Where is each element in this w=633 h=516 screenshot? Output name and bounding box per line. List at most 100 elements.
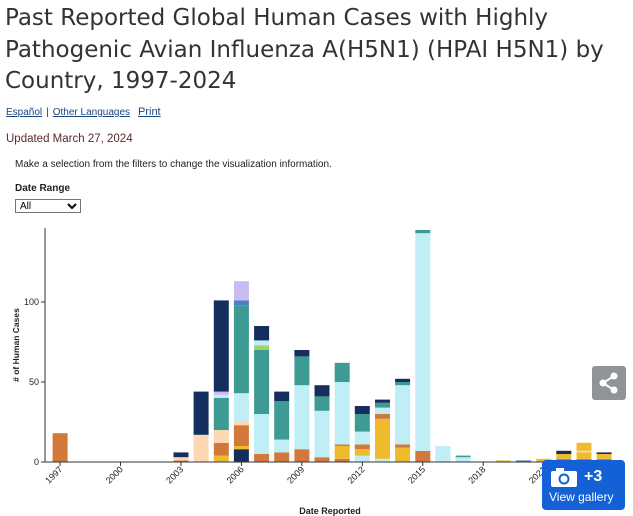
- bar-segment-2016-0[interactable]: [435, 446, 451, 462]
- bar-segment-2014-4[interactable]: [395, 378, 411, 382]
- bar-segment-2008-0[interactable]: [274, 452, 290, 462]
- x-tick-label-2015: 2015: [406, 464, 427, 485]
- x-axis-label: Date Reported: [299, 506, 361, 516]
- bar-segment-2023-2[interactable]: [576, 450, 592, 453]
- bar-segment-2003-0[interactable]: [173, 460, 189, 462]
- bar-segment-2010-0[interactable]: [314, 457, 330, 462]
- bar-segment-2010-3[interactable]: [314, 385, 330, 397]
- page-title: Past Reported Global Human Cases with Hi…: [5, 5, 604, 94]
- bar-segment-2023-1[interactable]: [576, 452, 592, 459]
- view-gallery-button[interactable]: +3 View gallery: [542, 460, 625, 510]
- bar-segment-2003-2[interactable]: [173, 452, 189, 458]
- bar-segment-2006-1[interactable]: [233, 446, 249, 450]
- bar-segment-2012-0[interactable]: [354, 455, 370, 462]
- print-link[interactable]: Print: [138, 106, 161, 118]
- bar-segment-2008-1[interactable]: [274, 439, 290, 453]
- bar-segment-2011-2[interactable]: [334, 444, 350, 446]
- bar-segment-2006-5[interactable]: [233, 305, 249, 394]
- bar-segment-2015-0[interactable]: [415, 450, 431, 462]
- bar-segment-2011-4[interactable]: [334, 362, 350, 382]
- x-tick-label-2009: 2009: [285, 464, 306, 485]
- bar-segment-2017-0[interactable]: [455, 457, 471, 462]
- bar-segment-2012-2[interactable]: [354, 444, 370, 450]
- bar-segment-2024-2[interactable]: [596, 452, 612, 454]
- bar-segment-2012-3[interactable]: [354, 431, 370, 445]
- bar-segment-2012-1[interactable]: [354, 449, 370, 456]
- bar-segment-2009-0[interactable]: [294, 449, 310, 462]
- bar-segment-2022-1[interactable]: [556, 454, 572, 459]
- bar-segment-2024-1[interactable]: [596, 454, 612, 459]
- bar-segment-2011-0[interactable]: [334, 458, 350, 462]
- bar-segment-2007-3[interactable]: [254, 345, 270, 350]
- bar-segment-2023-3[interactable]: [576, 442, 592, 451]
- camera-icon: [551, 468, 577, 487]
- bar-segment-2013-3[interactable]: [375, 407, 390, 414]
- bar-segment-2013-2[interactable]: [375, 414, 390, 419]
- bar-segment-2017-1[interactable]: [455, 455, 471, 458]
- x-tick-label-2012: 2012: [346, 464, 367, 485]
- bar-segment-2008-2[interactable]: [274, 401, 290, 440]
- bar-segment-2006-4[interactable]: [233, 393, 249, 422]
- gallery-count: +3: [584, 468, 603, 485]
- bar-segment-2020-0[interactable]: [516, 460, 531, 462]
- bar-segment-2006-6[interactable]: [233, 300, 249, 306]
- bar-segment-2005-0[interactable]: [213, 455, 229, 462]
- other-languages-link[interactable]: Other Languages: [52, 107, 131, 118]
- share-icon: [599, 372, 618, 394]
- updated-date: Updated March 27, 2024: [6, 133, 133, 145]
- x-tick-label-2003: 2003: [164, 464, 185, 485]
- bar-segment-2009-2[interactable]: [294, 356, 310, 386]
- bars-layer: [52, 230, 612, 462]
- bar-segment-2010-2[interactable]: [314, 396, 330, 411]
- bar-segment-2014-0[interactable]: [395, 447, 411, 462]
- bar-segment-2019-0[interactable]: [495, 460, 511, 462]
- bar-segment-2008-3[interactable]: [274, 391, 290, 402]
- bar-segment-2004-1[interactable]: [193, 391, 209, 435]
- bar-segment-2012-5[interactable]: [354, 406, 370, 414]
- bar-segment-2014-3[interactable]: [395, 382, 411, 386]
- bar-segment-2005-5[interactable]: [213, 391, 229, 395]
- x-tick-label-2000: 2000: [104, 464, 125, 485]
- bar-segment-2009-3[interactable]: [294, 350, 310, 357]
- bar-segment-2004-0[interactable]: [193, 434, 209, 462]
- bar-segment-2013-5[interactable]: [375, 399, 390, 403]
- bar-segment-2011-3[interactable]: [334, 382, 350, 445]
- bar-segment-2006-0[interactable]: [233, 449, 249, 462]
- bar-segment-2015-1[interactable]: [415, 233, 431, 451]
- spanish-link[interactable]: Español: [6, 107, 43, 118]
- bar-segment-2022-2[interactable]: [556, 450, 572, 454]
- bar-segment-2007-1[interactable]: [254, 414, 270, 454]
- date-range-label: Date Range: [15, 183, 71, 194]
- bar-segment-2005-4[interactable]: [213, 394, 229, 398]
- bar-segment-2011-1[interactable]: [334, 446, 350, 459]
- bar-segment-2015-2[interactable]: [415, 230, 431, 234]
- y-tick-label-0: 0: [34, 457, 39, 467]
- bar-segment-2006-3[interactable]: [233, 422, 249, 426]
- bar-segment-2014-1[interactable]: [395, 444, 411, 448]
- bar-segment-2005-3[interactable]: [213, 398, 229, 430]
- bar-segment-2009-1[interactable]: [294, 385, 310, 450]
- language-separator: |: [46, 107, 49, 118]
- bar-segment-2013-4[interactable]: [375, 402, 390, 408]
- bar-segment-2010-1[interactable]: [314, 410, 330, 458]
- bar-segment-2007-2[interactable]: [254, 350, 270, 414]
- bar-segment-2012-4[interactable]: [354, 414, 370, 432]
- bar-segment-2007-5[interactable]: [254, 326, 270, 341]
- x-tick-label-1997: 1997: [43, 464, 64, 485]
- bar-segment-2005-1[interactable]: [213, 442, 229, 456]
- bar-segment-2006-7[interactable]: [233, 281, 249, 301]
- bar-segment-2005-2[interactable]: [213, 430, 229, 443]
- bar-segment-2013-0[interactable]: [375, 458, 390, 462]
- share-button[interactable]: [592, 366, 626, 400]
- bar-segment-2014-2[interactable]: [395, 385, 411, 445]
- bar-segment-2007-4[interactable]: [254, 340, 270, 346]
- gallery-label: View gallery: [549, 490, 614, 504]
- bar-segment-1997-0[interactable]: [52, 433, 68, 462]
- bar-segment-2005-6[interactable]: [213, 300, 229, 392]
- bar-segment-2003-1[interactable]: [173, 457, 189, 461]
- date-range-select[interactable]: All: [15, 199, 81, 213]
- bar-segment-2007-0[interactable]: [254, 454, 270, 462]
- bar-segment-2006-2[interactable]: [233, 425, 249, 446]
- bar-segment-2013-1[interactable]: [375, 418, 390, 459]
